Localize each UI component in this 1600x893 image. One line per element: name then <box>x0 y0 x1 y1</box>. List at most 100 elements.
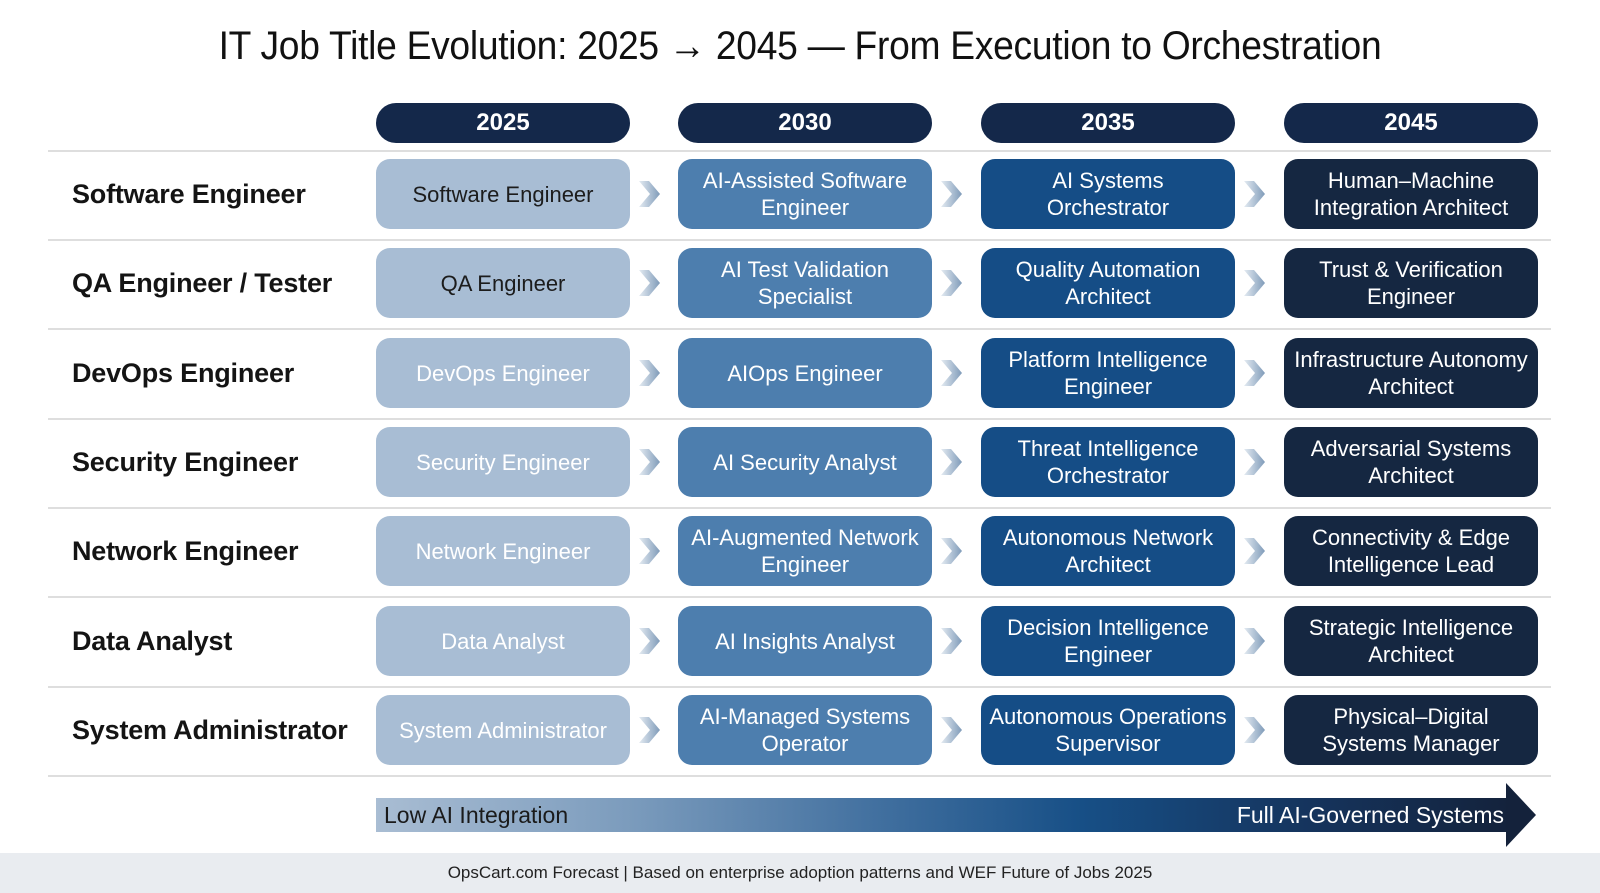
job-title-text: Data Analyst <box>441 628 565 654</box>
chevron-right-icon <box>938 536 964 566</box>
job-title-text: AI Systems Orchestrator <box>1046 168 1170 220</box>
year-header-2035: 2035 <box>981 103 1235 143</box>
chevron-right-icon <box>1241 536 1267 566</box>
job-title-text: Threat Intelligence Orchestrator <box>1017 436 1199 488</box>
role-row-label: Network Engineer <box>72 535 299 566</box>
role-row-label: Security Engineer <box>72 446 299 477</box>
job-title-text: Decision Intelligence Engineer <box>1007 615 1209 667</box>
job-title-card-2025: Network Engineer <box>376 516 630 586</box>
job-title-card-2035: Platform Intelligence Engineer <box>981 338 1235 408</box>
role-row-label: Software Engineer <box>72 178 306 209</box>
chevron-right-icon <box>938 447 964 477</box>
job-title-card-2030: AIOps Engineer <box>678 338 932 408</box>
job-title-text: Adversarial Systems Architect <box>1310 436 1512 488</box>
job-title-card-2045: Adversarial Systems Architect <box>1284 427 1538 497</box>
job-title-text: Infrastructure Autonomy Architect <box>1294 347 1528 399</box>
job-title-text: Quality Automation Architect <box>1015 257 1201 309</box>
chevron-right-icon <box>1241 447 1267 477</box>
job-title-card-2045: Connectivity & Edge Intelligence Lead <box>1284 516 1538 586</box>
job-title-text: Autonomous Operations Supervisor <box>989 704 1227 756</box>
row-divider <box>48 596 1551 598</box>
job-title-card-2030: AI-Assisted Software Engineer <box>678 159 932 229</box>
chevron-right-icon <box>938 179 964 209</box>
job-title-text: AI Insights Analyst <box>715 628 895 654</box>
job-title-card-2030: AI-Augmented Network Engineer <box>678 516 932 586</box>
scale-high-label: Full AI-Governed Systems <box>1236 801 1504 828</box>
chevron-right-icon <box>1241 268 1267 298</box>
year-header-2045: 2045 <box>1284 103 1538 143</box>
role-row-label: DevOps Engineer <box>72 357 295 388</box>
chevron-right-icon <box>636 715 662 745</box>
job-title-text: Connectivity & Edge Intelligence Lead <box>1311 525 1511 577</box>
chevron-right-icon <box>938 358 964 388</box>
row-divider <box>48 239 1551 241</box>
job-title-card-2045: Human–Machine Integration Architect <box>1284 159 1538 229</box>
chevron-right-icon <box>636 536 662 566</box>
row-divider <box>48 507 1551 509</box>
job-title-text: AI Security Analyst <box>713 449 897 475</box>
job-title-text: AIOps Engineer <box>727 360 883 386</box>
job-title-text: AI-Augmented Network Engineer <box>691 525 919 577</box>
job-title-card-2025: QA Engineer <box>376 248 630 318</box>
job-title-text: AI-Managed Systems Operator <box>699 704 911 756</box>
chevron-right-icon <box>1241 358 1267 388</box>
footer-source: OpsCart.com Forecast | Based on enterpri… <box>0 853 1600 893</box>
job-title-card-2030: AI Test Validation Specialist <box>678 248 932 318</box>
job-title-text: Security Engineer <box>416 449 590 475</box>
chevron-right-icon <box>938 626 964 656</box>
job-title-text: Platform Intelligence Engineer <box>1008 347 1208 399</box>
job-title-card-2035: Autonomous Network Architect <box>981 516 1235 586</box>
chevron-right-icon <box>636 179 662 209</box>
chevron-right-icon <box>938 268 964 298</box>
chevron-right-icon <box>636 447 662 477</box>
role-row-label: Data Analyst <box>72 625 233 656</box>
chevron-right-icon <box>938 715 964 745</box>
job-title-text: DevOps Engineer <box>416 360 590 386</box>
job-title-card-2025: Software Engineer <box>376 159 630 229</box>
job-title-text: Strategic Intelligence Architect <box>1308 615 1514 667</box>
row-divider <box>48 775 1551 777</box>
row-divider <box>48 328 1551 330</box>
job-title-card-2045: Infrastructure Autonomy Architect <box>1284 338 1538 408</box>
job-title-text: Software Engineer <box>412 181 594 207</box>
job-title-text: Trust & Verification Engineer <box>1319 257 1503 309</box>
arrow-right-icon <box>1506 783 1536 847</box>
job-title-card-2035: Quality Automation Architect <box>981 248 1235 318</box>
job-title-text: AI-Assisted Software Engineer <box>702 168 908 220</box>
row-divider <box>48 150 1551 152</box>
scale-low-label: Low AI Integration <box>384 801 569 828</box>
scale-gradient-bar <box>376 798 1514 832</box>
job-title-text: Autonomous Network Architect <box>1002 525 1214 577</box>
job-title-card-2035: Threat Intelligence Orchestrator <box>981 427 1235 497</box>
page-title: IT Job Title Evolution: 2025 → 2045 — Fr… <box>218 24 1382 68</box>
chevron-right-icon <box>1241 179 1267 209</box>
row-divider <box>48 686 1551 688</box>
job-title-text: System Administrator <box>399 717 607 743</box>
year-header-2030: 2030 <box>678 103 932 143</box>
chevron-right-icon <box>636 626 662 656</box>
job-title-card-2025: DevOps Engineer <box>376 338 630 408</box>
job-title-card-2025: Data Analyst <box>376 606 630 676</box>
job-title-card-2030: AI-Managed Systems Operator <box>678 695 932 765</box>
job-title-card-2035: Autonomous Operations Supervisor <box>981 695 1235 765</box>
chevron-right-icon <box>636 268 662 298</box>
row-divider <box>48 418 1551 420</box>
job-title-card-2045: Physical–Digital Systems Manager <box>1284 695 1538 765</box>
job-title-text: Physical–Digital Systems Manager <box>1322 704 1500 756</box>
job-title-card-2025: System Administrator <box>376 695 630 765</box>
job-title-text: QA Engineer <box>440 270 566 296</box>
job-title-text: Human–Machine Integration Architect <box>1313 168 1509 220</box>
job-title-card-2030: AI Security Analyst <box>678 427 932 497</box>
role-row-label: QA Engineer / Tester <box>72 267 333 298</box>
role-row-label: System Administrator <box>72 714 348 745</box>
job-title-card-2045: Trust & Verification Engineer <box>1284 248 1538 318</box>
job-title-text: Network Engineer <box>415 538 591 564</box>
job-title-text: AI Test Validation Specialist <box>721 257 889 309</box>
job-title-card-2035: AI Systems Orchestrator <box>981 159 1235 229</box>
job-title-card-2045: Strategic Intelligence Architect <box>1284 606 1538 676</box>
chevron-right-icon <box>1241 715 1267 745</box>
job-title-card-2035: Decision Intelligence Engineer <box>981 606 1235 676</box>
job-title-card-2030: AI Insights Analyst <box>678 606 932 676</box>
chevron-right-icon <box>1241 626 1267 656</box>
job-title-card-2025: Security Engineer <box>376 427 630 497</box>
